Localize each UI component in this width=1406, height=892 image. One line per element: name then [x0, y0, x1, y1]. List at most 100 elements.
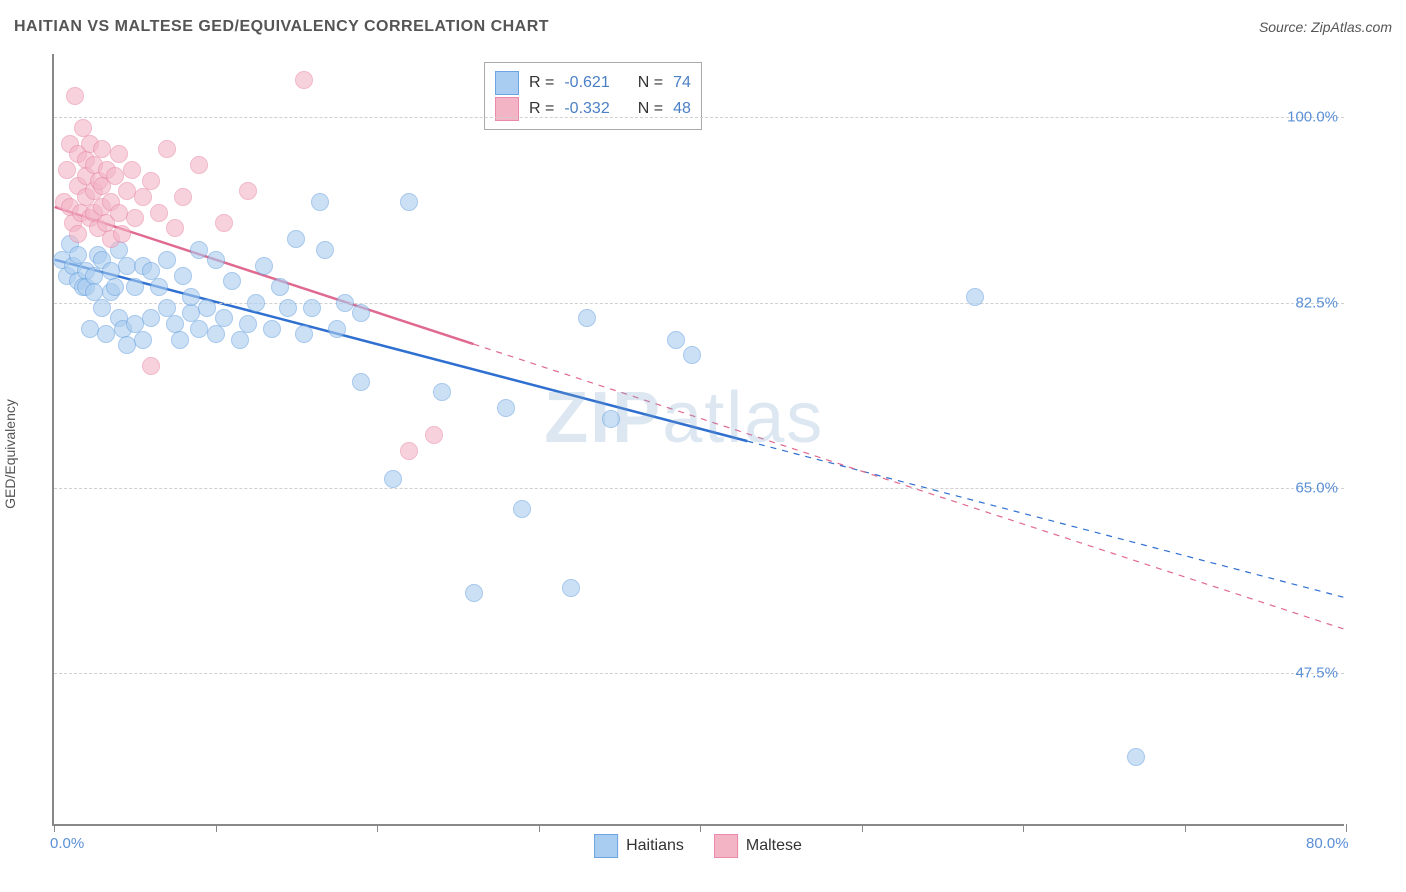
- x-tick: [54, 824, 55, 832]
- data-point: [263, 320, 281, 338]
- n-value: 48: [673, 100, 691, 118]
- legend-swatch: [495, 71, 519, 95]
- data-point: [239, 182, 257, 200]
- data-point: [311, 193, 329, 211]
- y-axis-label: GED/Equivalency: [2, 399, 18, 509]
- grid-line: [54, 488, 1344, 489]
- data-point: [171, 331, 189, 349]
- data-point: [513, 500, 531, 518]
- data-point: [295, 325, 313, 343]
- data-point: [126, 209, 144, 227]
- data-point: [126, 278, 144, 296]
- data-point: [247, 294, 265, 312]
- header: HAITIAN VS MALTESE GED/EQUIVALENCY CORRE…: [14, 18, 1392, 36]
- legend-swatch: [594, 834, 618, 858]
- trend-line-dashed: [473, 344, 1343, 629]
- data-point: [174, 267, 192, 285]
- data-point: [384, 470, 402, 488]
- x-tick: [216, 824, 217, 832]
- data-point: [142, 172, 160, 190]
- x-tick: [377, 824, 378, 832]
- r-value: -0.332: [564, 100, 609, 118]
- data-point: [207, 325, 225, 343]
- data-point: [400, 193, 418, 211]
- data-point: [223, 272, 241, 290]
- data-point: [352, 304, 370, 322]
- data-point: [182, 288, 200, 306]
- data-point: [295, 71, 313, 89]
- x-tick: [700, 824, 701, 832]
- n-label: N =: [638, 74, 663, 92]
- data-point: [134, 188, 152, 206]
- data-point: [150, 278, 168, 296]
- legend-item: Haitians: [594, 834, 684, 858]
- r-label: R =: [529, 100, 554, 118]
- x-tick-label: 80.0%: [1306, 835, 1349, 852]
- data-point: [400, 442, 418, 460]
- data-point: [66, 87, 84, 105]
- data-point: [190, 241, 208, 259]
- data-point: [433, 383, 451, 401]
- legend-item: Maltese: [714, 834, 802, 858]
- data-point: [966, 288, 984, 306]
- data-point: [106, 278, 124, 296]
- data-point: [123, 161, 141, 179]
- data-point: [271, 278, 289, 296]
- r-label: R =: [529, 74, 554, 92]
- data-point: [352, 373, 370, 391]
- legend-label: Haitians: [626, 837, 684, 855]
- data-point: [215, 309, 233, 327]
- data-point: [667, 331, 685, 349]
- data-point: [142, 357, 160, 375]
- trend-line-dashed: [747, 441, 1343, 597]
- data-point: [69, 225, 87, 243]
- data-point: [255, 257, 273, 275]
- data-point: [1127, 748, 1145, 766]
- x-tick-label: 0.0%: [50, 835, 84, 852]
- data-point: [150, 204, 168, 222]
- y-tick-label: 82.5%: [1295, 294, 1338, 311]
- data-point: [279, 299, 297, 317]
- x-tick: [862, 824, 863, 832]
- data-point: [110, 145, 128, 163]
- y-tick-label: 100.0%: [1287, 109, 1338, 126]
- data-point: [239, 315, 257, 333]
- data-point: [166, 219, 184, 237]
- n-value: 74: [673, 74, 691, 92]
- plot-area: ZIPatlas R =-0.621N =74R =-0.332N =48 47…: [52, 54, 1344, 826]
- data-point: [328, 320, 346, 338]
- stats-legend: R = -0.621 N = 74 R = -0.332 N = 48: [484, 62, 702, 130]
- x-tick: [1023, 824, 1024, 832]
- x-tick: [1346, 824, 1347, 832]
- data-point: [174, 188, 192, 206]
- grid-line: [54, 673, 1344, 674]
- data-point: [602, 410, 620, 428]
- data-point: [497, 399, 515, 417]
- data-point: [134, 331, 152, 349]
- n-label: N =: [638, 100, 663, 118]
- trend-lines-layer: [54, 54, 1344, 824]
- x-tick: [1185, 824, 1186, 832]
- data-point: [578, 309, 596, 327]
- data-point: [93, 299, 111, 317]
- data-point: [142, 309, 160, 327]
- data-point: [425, 426, 443, 444]
- y-tick-label: 65.0%: [1295, 479, 1338, 496]
- data-point: [158, 140, 176, 158]
- data-point: [190, 156, 208, 174]
- data-point: [97, 325, 115, 343]
- data-point: [207, 251, 225, 269]
- data-point: [231, 331, 249, 349]
- stats-legend-row: R = -0.621 N = 74: [495, 71, 691, 95]
- data-point: [683, 346, 701, 364]
- source-label: Source: ZipAtlas.com: [1259, 19, 1392, 35]
- data-point: [58, 161, 76, 179]
- data-point: [303, 299, 321, 317]
- watermark-atlas: atlas: [662, 378, 824, 458]
- data-point: [215, 214, 233, 232]
- data-point: [316, 241, 334, 259]
- data-point: [465, 584, 483, 602]
- r-value: -0.621: [564, 74, 609, 92]
- data-point: [562, 579, 580, 597]
- grid-line: [54, 117, 1344, 118]
